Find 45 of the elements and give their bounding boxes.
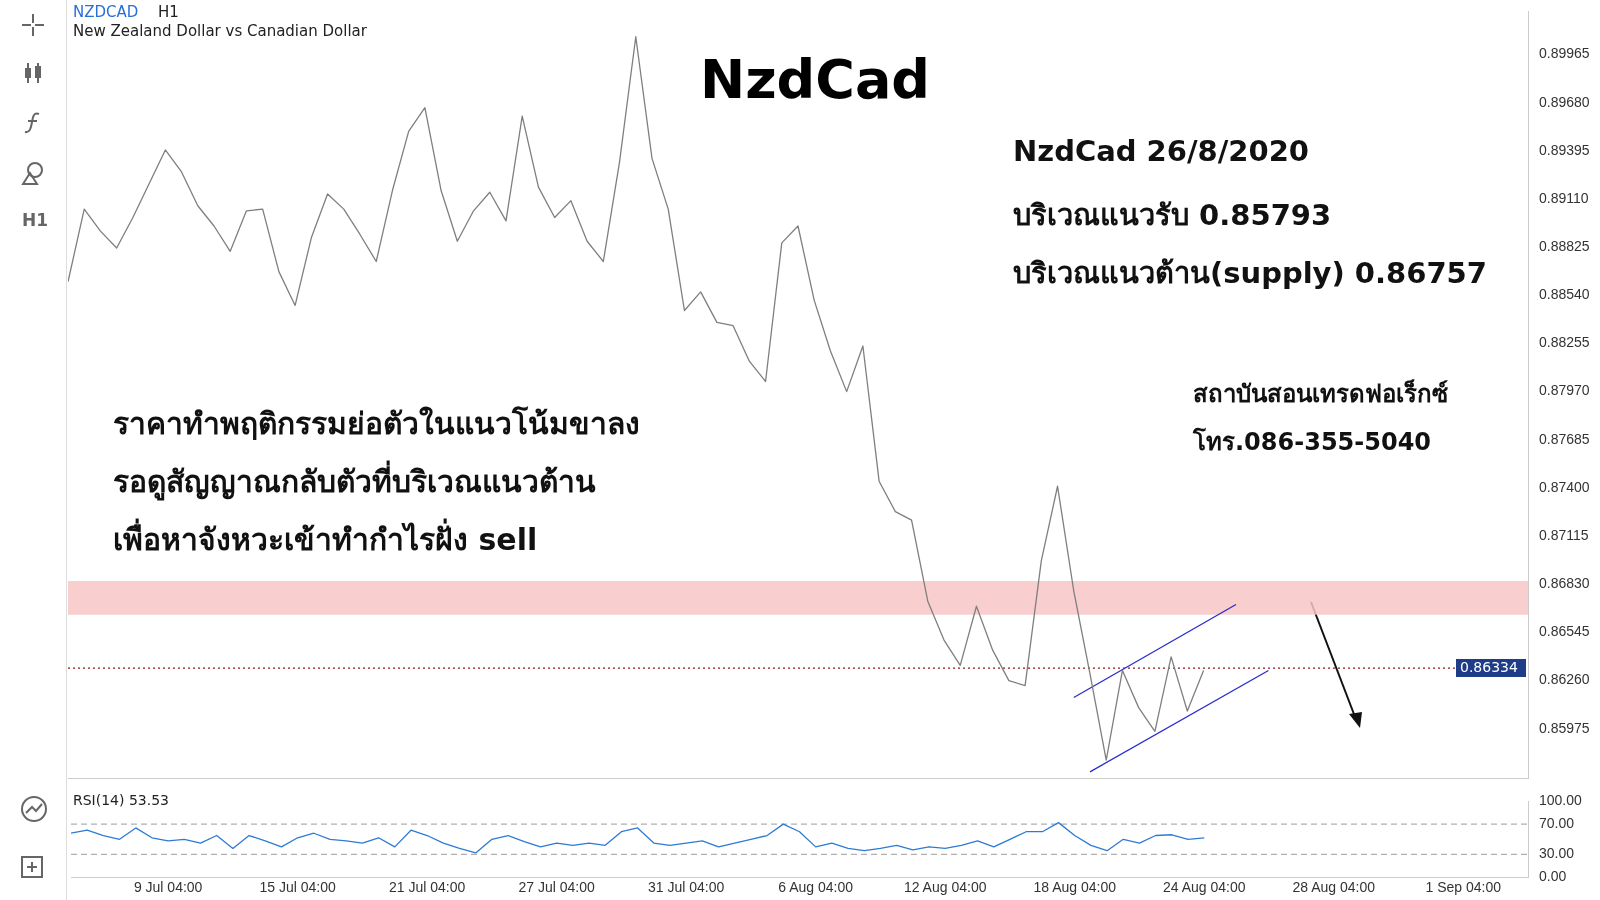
y-tick-label: 70.00 — [1539, 815, 1575, 831]
y-tick-label: 0.87685 — [1539, 430, 1590, 447]
y-tick-label: 0.86260 — [1539, 671, 1590, 688]
y-tick-label: 0.86830 — [1539, 575, 1590, 592]
category-label: 18 Aug 04:00 — [1033, 879, 1116, 896]
category-label: 12 Aug 04:00 — [903, 879, 987, 896]
annotation: บริเวณแนวรับ 0.85793 — [1013, 197, 1332, 234]
category-label: 28 Aug 04:00 — [1292, 879, 1375, 896]
annotation: รอดูสัญญาณกลับตัวที่บริเวณแนวต้าน — [113, 459, 596, 503]
y-tick-label: 0.88825 — [1539, 238, 1590, 254]
category-label: 15 Jul 04:00 — [259, 879, 336, 896]
category-label: 6 Aug 04:00 — [778, 879, 854, 896]
text: New Zealand Dollar vs Canadian Dollar — [73, 22, 367, 40]
y-tick-label: 0.87115 — [1539, 526, 1589, 543]
category-label: 24 Aug 04:00 — [1162, 879, 1246, 896]
annotation: เพื่อหาจังหวะเข้าทำกำไรฝั่ง sell — [113, 517, 538, 559]
annotation: ราคาทำพฤติกรรมย่อตัวในแนวโน้มขาลง — [113, 405, 640, 443]
y-tick-label: 0.88255 — [1539, 334, 1590, 351]
y-tick-label: 0.00 — [1539, 868, 1567, 885]
annotation: H1 — [158, 3, 179, 21]
annotation: บริเวณแนวต้าน(supply) 0.86757 — [1013, 255, 1487, 292]
y-tick-label: 0.89965 — [1539, 45, 1590, 62]
category-label: 21 Jul 04:00 — [389, 879, 466, 896]
y-tick-label: 0.86545 — [1539, 623, 1590, 640]
y-tick-label: 0.85975 — [1539, 719, 1590, 736]
y-tick-label: 30.00 — [1539, 845, 1575, 862]
text: NzdCad — [700, 48, 931, 111]
y-tick-label: 0.89680 — [1539, 93, 1590, 110]
category-label: 9 Jul 04:00 — [133, 879, 203, 896]
annotation: สถาบันสอนเทรดฟอเร็กซ์ — [1193, 378, 1448, 410]
y-tick-label: 0.87400 — [1539, 478, 1590, 495]
annotation: NzdCad 26/8/2020 — [1013, 134, 1310, 168]
annotation: โทร.086-355-5040 — [1193, 426, 1432, 458]
y-tick-label: 100.00 — [1539, 792, 1583, 809]
y-tick-label: 0.88540 — [1539, 286, 1590, 303]
category-label: 1 Sep 04:00 — [1425, 879, 1501, 896]
text: H1 — [22, 210, 49, 230]
category-label: 31 Jul 04:00 — [648, 879, 725, 896]
chart-title: RSI(14) 53.53 — [73, 792, 170, 808]
y-tick-label: 0.87970 — [1539, 382, 1590, 399]
y-tick-label: 0.89395 — [1539, 141, 1590, 158]
annotation: NZDCAD — [73, 3, 139, 21]
ref-line-label: 0.86334 — [1460, 658, 1518, 675]
y-tick-label: 0.89110 — [1539, 189, 1589, 206]
category-label: 27 Jul 04:00 — [518, 879, 595, 896]
